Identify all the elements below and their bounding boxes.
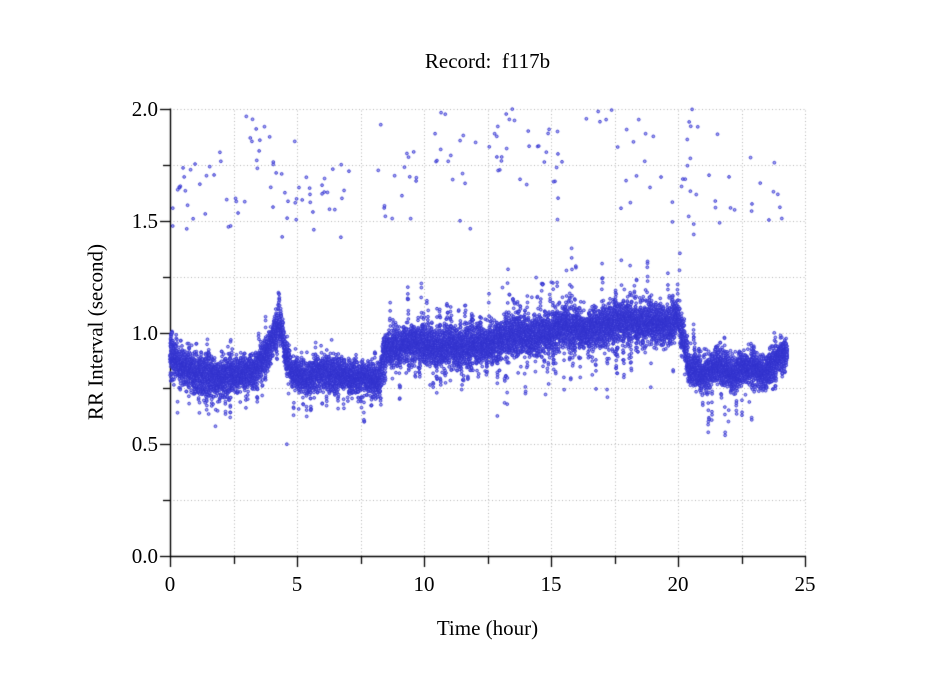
x-axis-tick-label: 20 <box>667 572 689 596</box>
x-axis-tick-label: 25 <box>794 572 816 596</box>
y-axis-tick-label: 0.5 <box>131 432 158 457</box>
y-axis-tick-label: 1.0 <box>131 320 158 345</box>
y-axis-tick-label: 1.5 <box>131 208 158 233</box>
x-axis-title: Time (hour) <box>436 616 539 640</box>
y-axis-tick-label: 0.0 <box>131 544 158 568</box>
x-axis-tick-label: 15 <box>540 572 562 596</box>
y-axis-tick-label: 2.0 <box>131 97 158 121</box>
x-axis-tick-label: 10 <box>413 572 435 596</box>
x-axis-tick-label: 5 <box>291 572 303 596</box>
x-axis-tick-label: 0 <box>164 572 176 596</box>
